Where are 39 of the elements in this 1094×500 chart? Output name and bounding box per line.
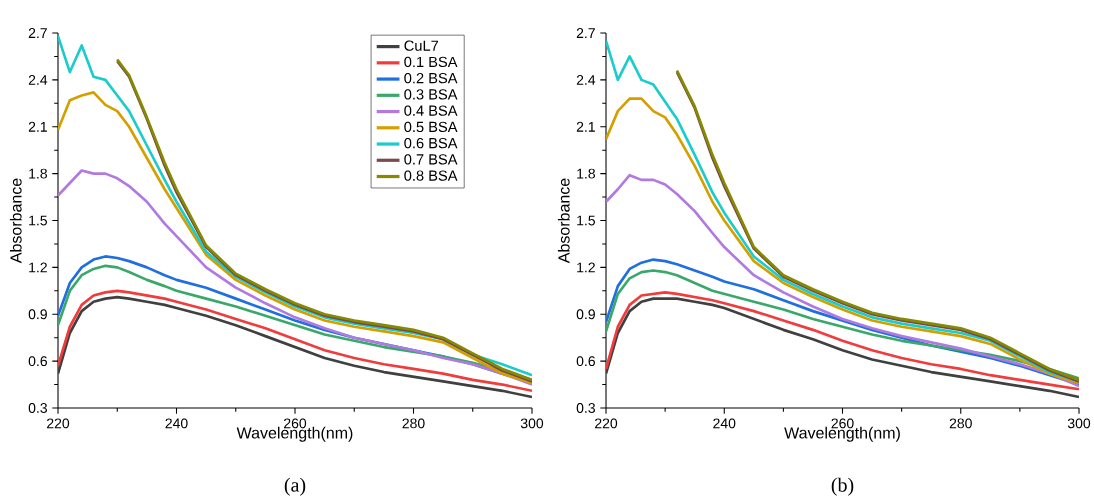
text: (a) [284,477,306,496]
legend-label: CuL7 [404,40,439,51]
y-tick-label: 0.6 [28,356,47,367]
legend-label: 0.2 BSA [404,72,458,84]
y-tick-label: 2.4 [28,74,48,85]
x-tick-label: 220 [47,418,70,429]
y-tick-label: 0.9 [28,309,47,320]
x-tick-label: 300 [520,418,544,429]
legend-label: 0.1 BSA [404,56,458,68]
y-tick-label: 1.2 [29,262,47,273]
y-tick-label: 0.9 [576,309,595,320]
x-tick-label: 240 [713,418,736,429]
y-tick-label: 1.5 [29,215,48,226]
y-tick-label: 2.7 [28,28,47,38]
y-axis-title: Absorbance [557,178,570,264]
y-tick-label: 1.2 [577,262,595,273]
y-tick-label: 0.3 [28,403,47,413]
legend-label: 0.3 BSA [404,89,458,100]
x-tick-label: 280 [949,418,972,429]
y-tick-label: 1.8 [29,168,47,179]
y-tick-label: 2.4 [576,74,596,85]
legend-label: 0.4 BSA [404,105,458,116]
y-tick-label: 2.7 [576,28,595,38]
legend-label: 0.8 BSA [404,170,458,181]
y-tick-label: 2.1 [576,121,595,132]
y-tick-label: 1.5 [577,215,596,226]
x-tick-label: 240 [165,418,188,429]
legend-label: 0.6 BSA [404,137,458,149]
x-tick-label: 300 [1067,418,1091,429]
x-tick-label: 220 [595,418,618,429]
y-tick-label: 0.6 [576,356,595,367]
legend-label: 0.5 BSA [404,121,458,133]
legend-label: 0.7 BSA [404,154,458,165]
y-tick-label: 2.1 [28,121,47,132]
y-tick-label: 0.3 [576,403,595,413]
x-tick-label: 280 [402,418,425,429]
text: (b) [831,477,854,496]
y-tick-label: 1.8 [577,168,595,179]
y-axis-title: Absorbance [9,178,22,264]
